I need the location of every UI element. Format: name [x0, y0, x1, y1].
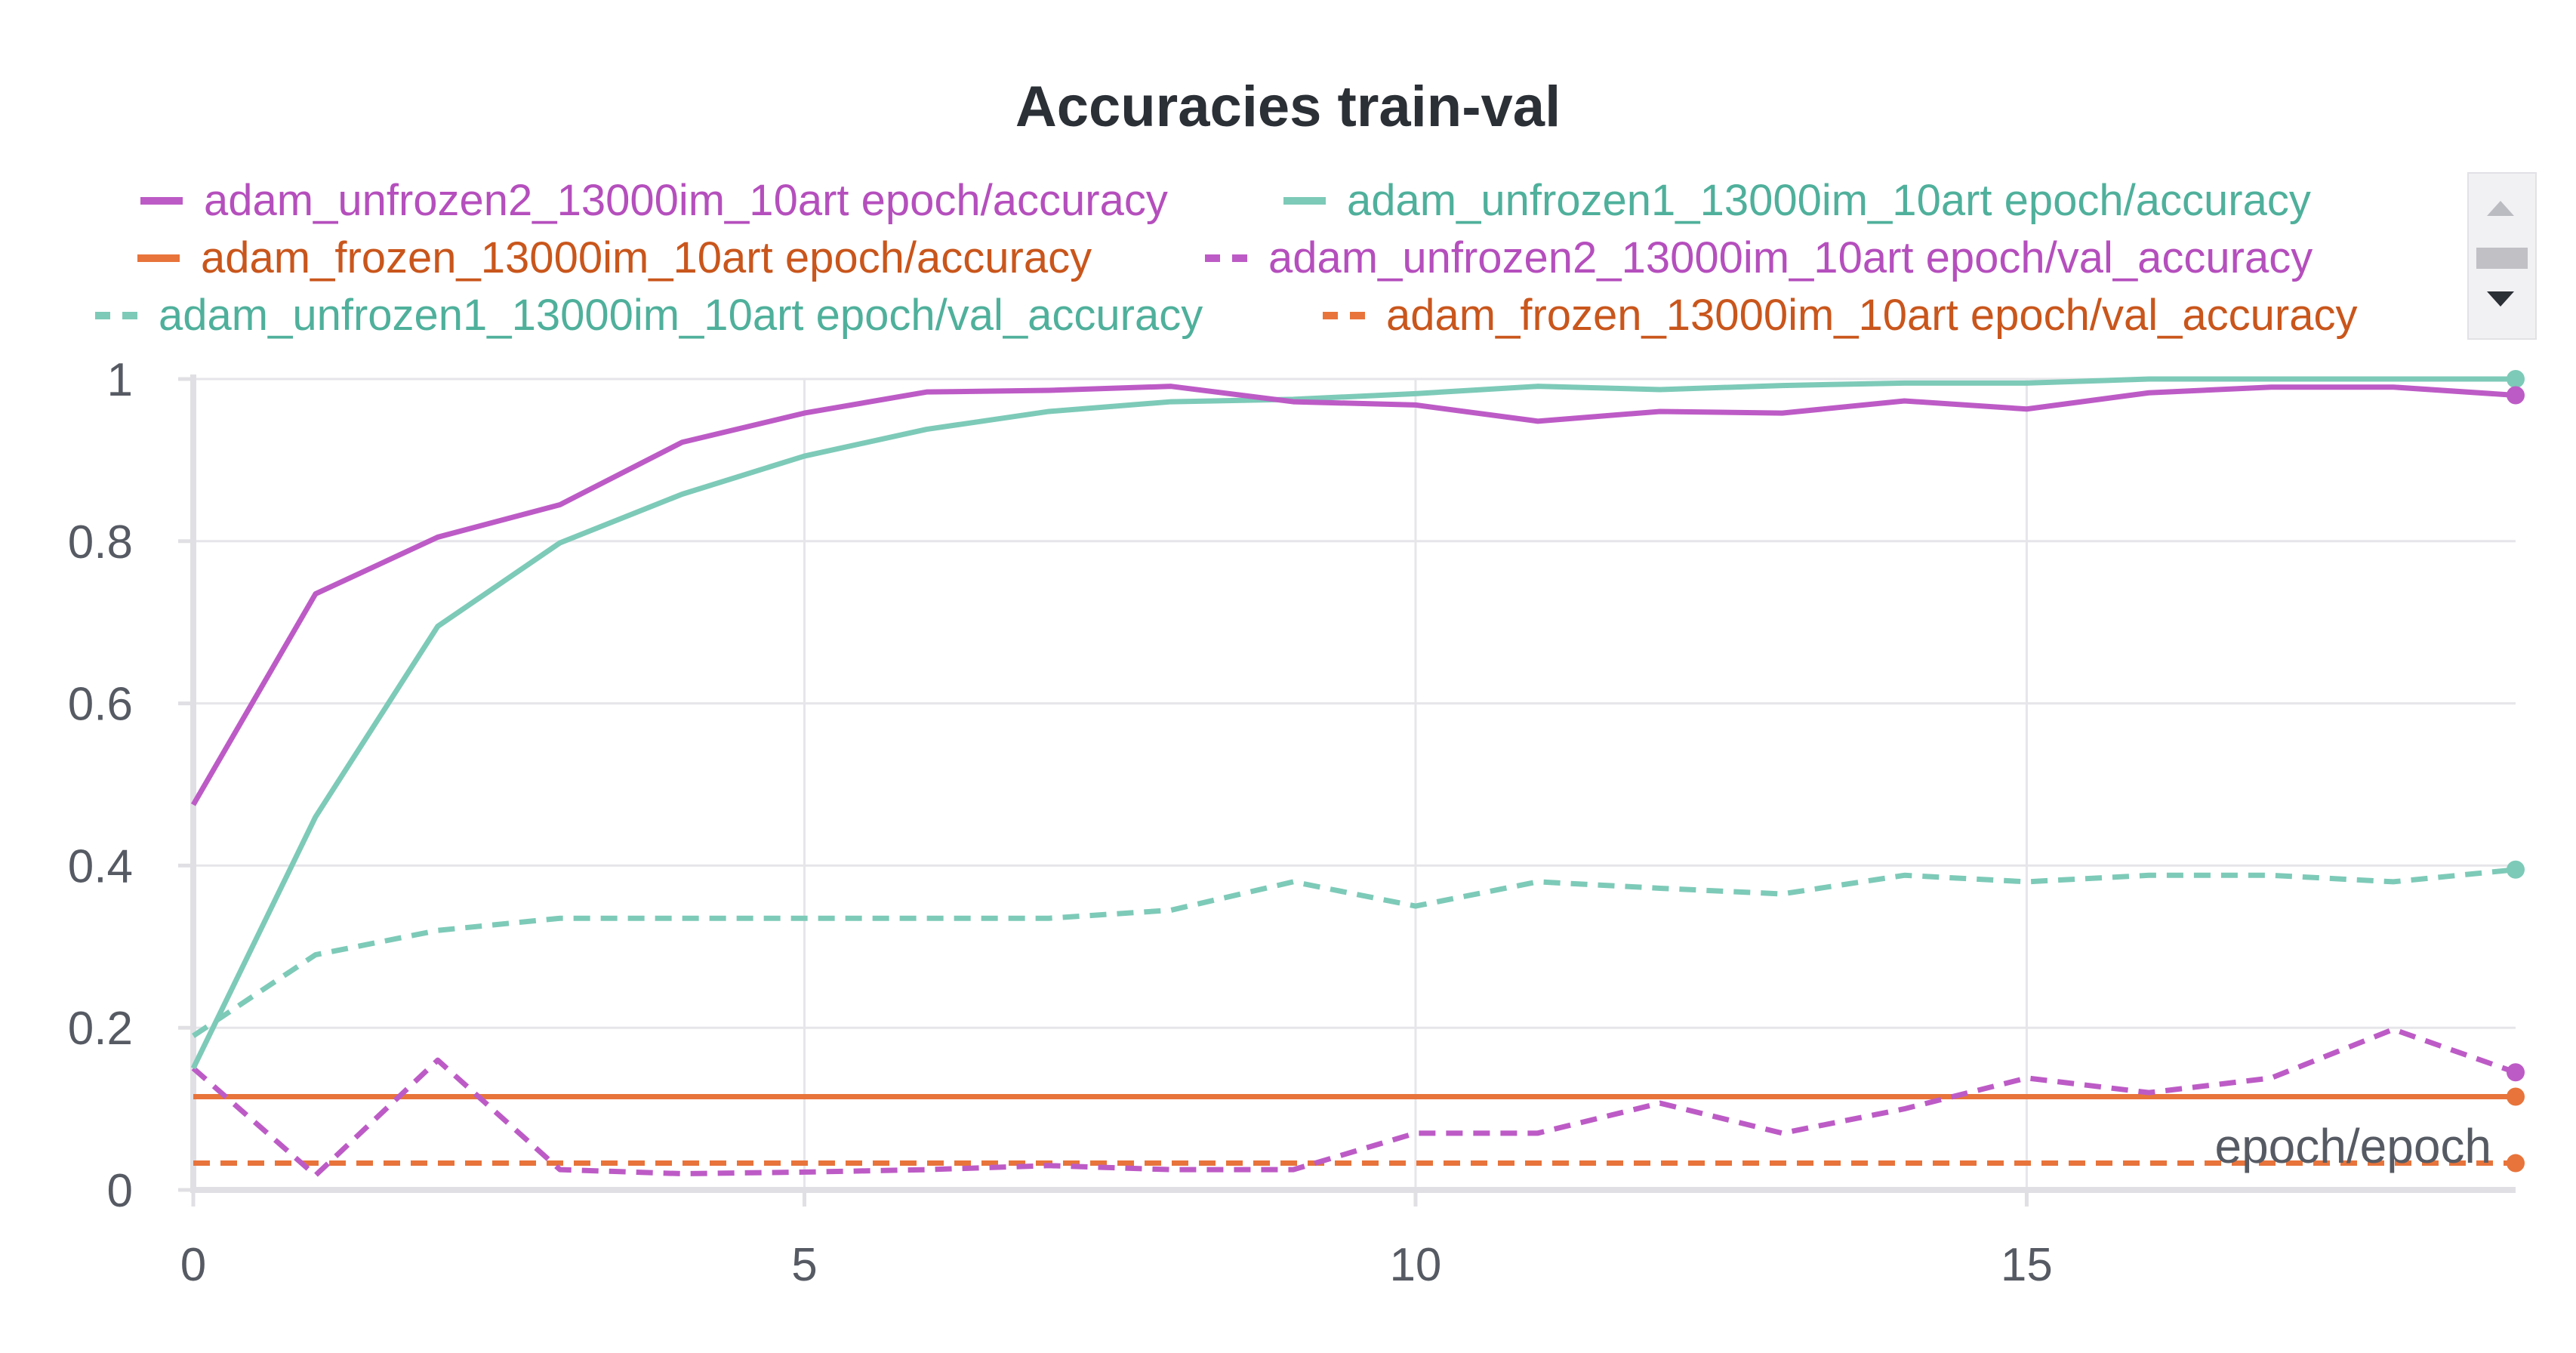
legend-item[interactable]: adam_unfrozen1_13000im_10art epoch/val_a… — [95, 290, 1203, 341]
series-end-point — [2507, 860, 2525, 879]
legend-swatch — [140, 196, 183, 205]
x-tick-label: 10 — [1389, 1239, 1441, 1291]
legend-label: adam_frozen_13000im_10art epoch/val_accu… — [1386, 291, 2358, 340]
legend-swatch — [1323, 311, 1365, 319]
y-tick-label: 0 — [107, 1165, 133, 1217]
series-end-point — [2507, 1063, 2525, 1082]
axes — [178, 374, 2516, 1207]
legend-label: adam_unfrozen2_13000im_10art epoch/val_a… — [1268, 233, 2313, 282]
chart-title: Accuracies train-val — [1015, 75, 1561, 139]
scroll-up-icon[interactable] — [2487, 201, 2514, 216]
x-tick-label: 15 — [2001, 1239, 2053, 1291]
y-tick-label: 0.4 — [68, 840, 133, 892]
x-tick-label: 5 — [791, 1239, 817, 1291]
y-tick-label: 0.2 — [68, 1003, 133, 1055]
scroll-down-icon[interactable] — [2487, 291, 2514, 307]
legend-label: adam_frozen_13000im_10art epoch/accuracy — [201, 233, 1092, 282]
y-tick-label: 0.8 — [68, 516, 133, 569]
tick-labels: 00.20.40.60.810 5 10 15 — [68, 354, 2053, 1291]
legend-scrollbar[interactable] — [2467, 172, 2537, 340]
legend-item[interactable]: adam_frozen_13000im_10art epoch/accuracy — [137, 233, 1092, 283]
legend-label: adam_unfrozen1_13000im_10art epoch/val_a… — [159, 291, 1203, 340]
series-end-point — [2507, 1087, 2525, 1106]
x-axis-label: epoch/epoch — [2214, 1119, 2491, 1173]
legend-swatch — [95, 311, 137, 319]
legend-label: adam_unfrozen1_13000im_10art epoch/accur… — [1347, 176, 2311, 225]
series-end-points — [2507, 370, 2525, 1173]
legend-item[interactable]: adam_unfrozen2_13000im_10art epoch/accur… — [140, 175, 1168, 226]
series-line[interactable] — [192, 867, 2516, 1038]
x-tick-label: 0 — [180, 1239, 206, 1291]
y-tick-label: 1 — [107, 354, 133, 406]
legend-swatch — [137, 254, 180, 262]
series-line[interactable] — [190, 384, 2516, 806]
grid-lines — [193, 378, 2516, 1190]
series-end-point — [2507, 386, 2525, 405]
legend-swatch — [1205, 254, 1247, 262]
series-line[interactable] — [190, 376, 2516, 1070]
series-line[interactable] — [191, 1026, 2517, 1179]
series-end-point — [2507, 370, 2525, 388]
legend-item[interactable]: adam_frozen_13000im_10art epoch/val_accu… — [1323, 290, 2357, 341]
legend-item[interactable]: adam_unfrozen2_13000im_10art epoch/val_a… — [1205, 233, 2313, 283]
series-end-point — [2507, 1154, 2525, 1173]
legend-label: adam_unfrozen2_13000im_10art epoch/accur… — [204, 176, 1168, 225]
chart-legend: adam_unfrozen2_13000im_10art epoch/accur… — [0, 168, 2431, 341]
legend-swatch — [1283, 196, 1326, 205]
legend-item[interactable]: adam_unfrozen1_13000im_10art epoch/accur… — [1283, 175, 2311, 226]
y-tick-label: 0.6 — [68, 679, 133, 731]
series-lines — [190, 376, 2517, 1179]
scroll-thumb[interactable] — [2476, 248, 2528, 269]
